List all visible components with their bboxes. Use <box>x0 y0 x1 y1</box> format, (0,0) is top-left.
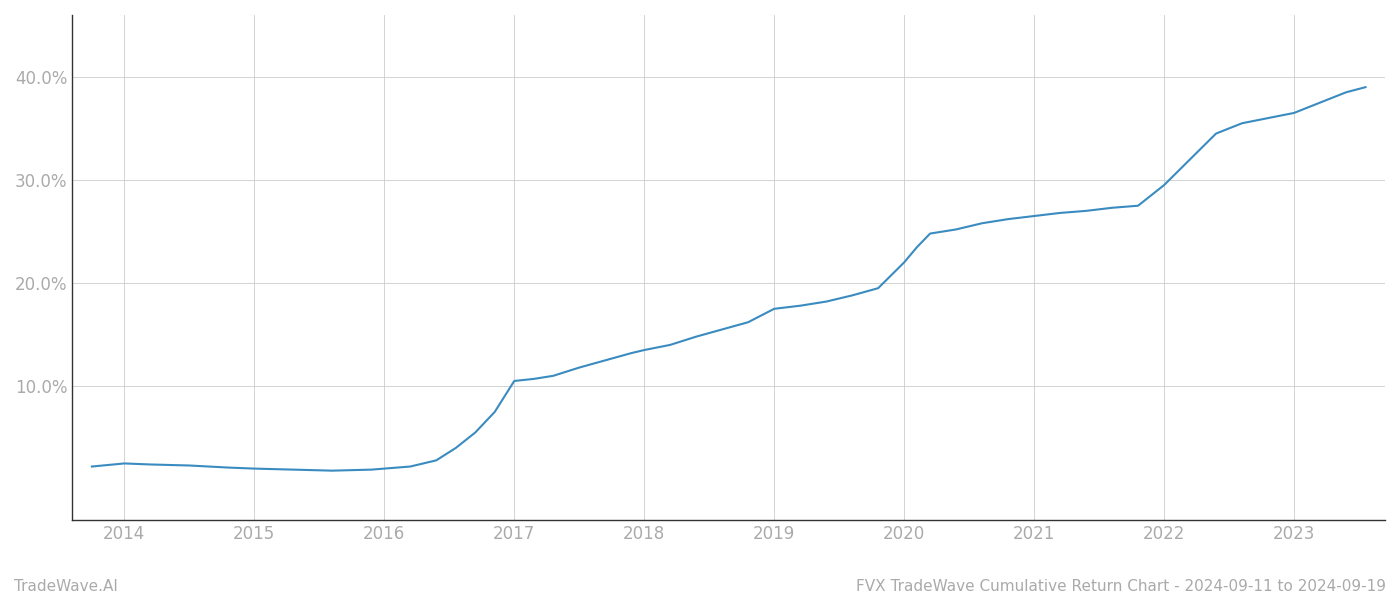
Text: FVX TradeWave Cumulative Return Chart - 2024-09-11 to 2024-09-19: FVX TradeWave Cumulative Return Chart - … <box>855 579 1386 594</box>
Text: TradeWave.AI: TradeWave.AI <box>14 579 118 594</box>
